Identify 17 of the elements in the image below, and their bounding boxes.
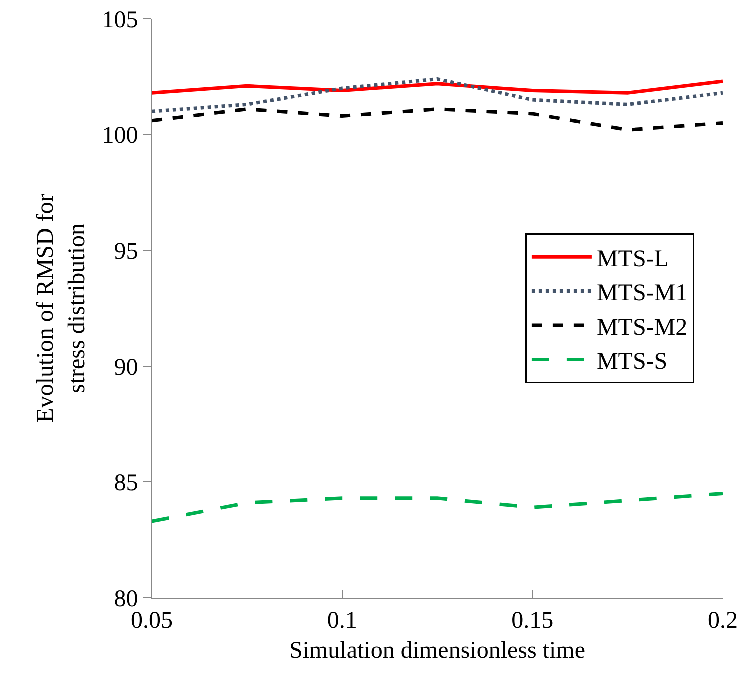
legend-label: MTS-M1 [596,280,688,307]
legend-label: MTS-M2 [596,314,688,341]
y-tick-label: 100 [102,123,138,150]
y-axis-title: Evolution of RMSD for stress distribution [33,194,90,423]
x-tick-label: 0.2 [708,608,738,634]
x-tick-label: 0.1 [327,608,358,634]
x-axis-title: Simulation dimensionless time [290,638,586,664]
line-series [152,80,723,95]
line-series [152,77,723,114]
y-tick-label: 105 [102,7,138,34]
y-tick-label: 85 [114,470,138,497]
x-tick-label: 0.15 [512,608,554,634]
y-tick-label: 95 [114,239,138,265]
y-tick-label: 90 [114,354,138,381]
legend-label: MTS-S [596,349,668,376]
line-series [152,108,723,132]
legend-label: MTS-L [596,246,669,272]
